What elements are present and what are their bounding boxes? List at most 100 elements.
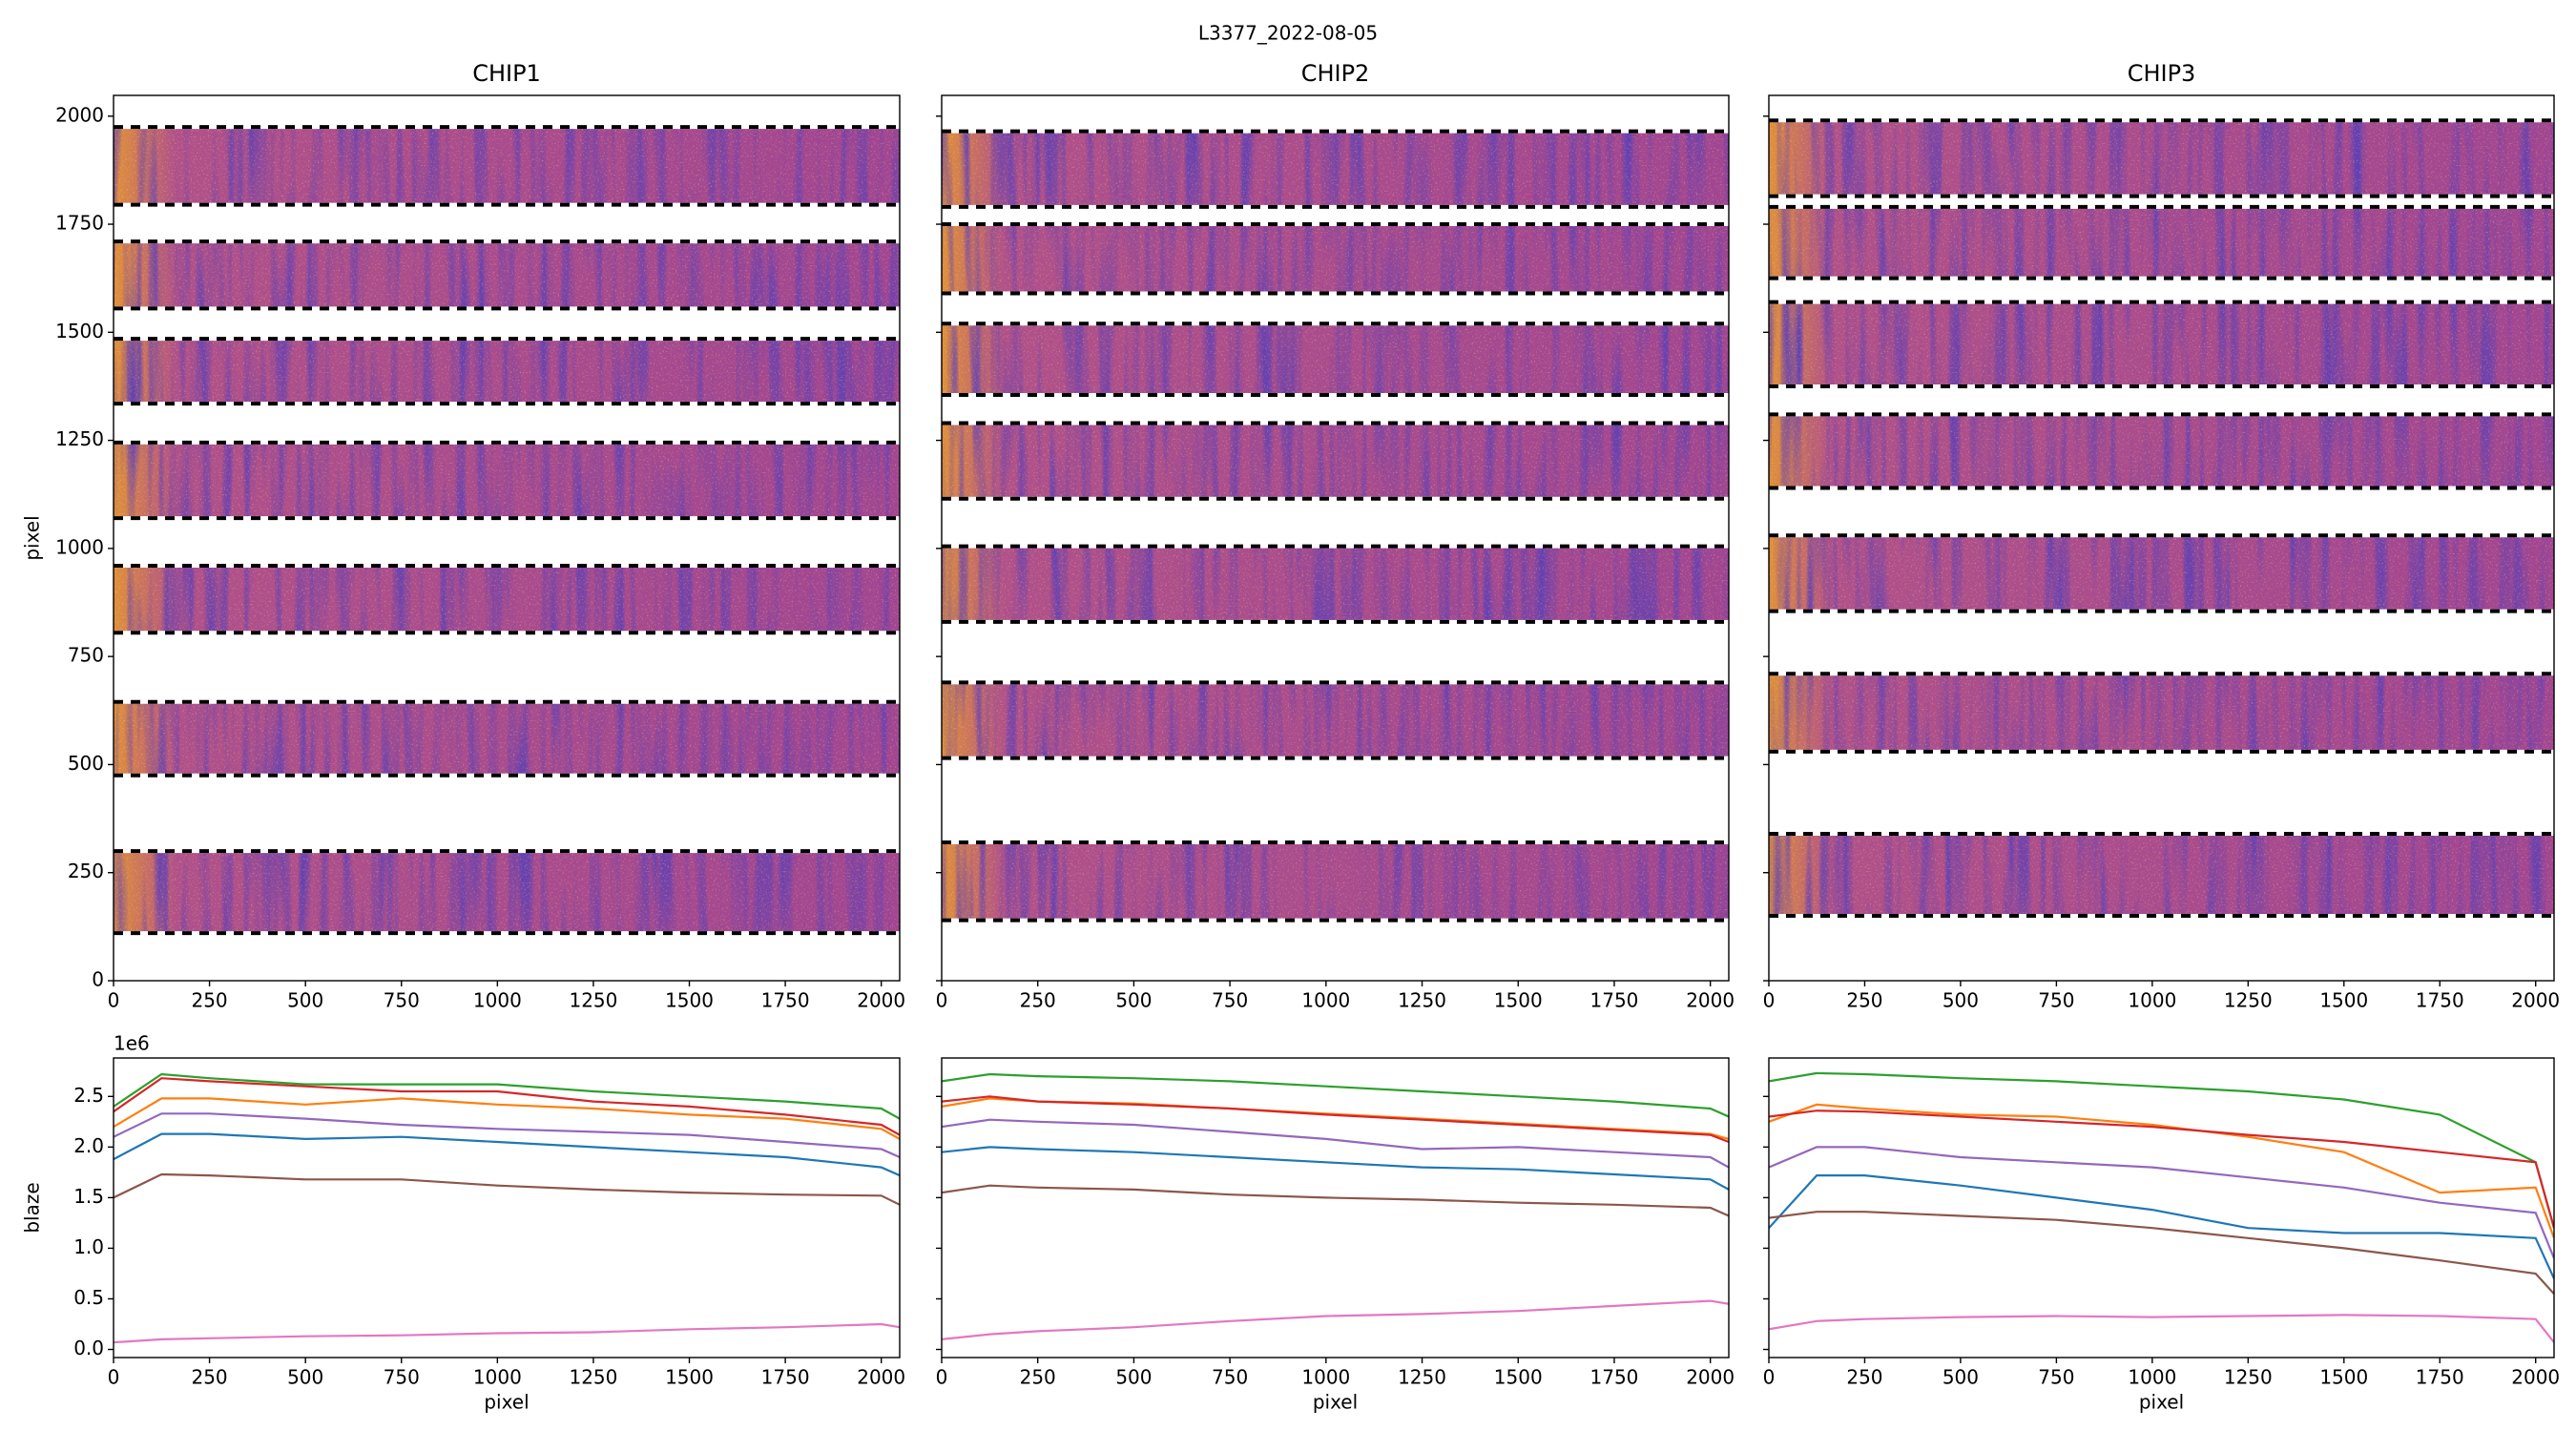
x-tick-label: 1500 xyxy=(2319,989,2368,1012)
order-speckle xyxy=(942,323,1729,396)
plot-area xyxy=(1769,1071,2554,1343)
blaze-line xyxy=(942,1146,1729,1191)
blaze-line xyxy=(1769,1314,2554,1343)
order-speckle xyxy=(114,442,900,519)
plot-area xyxy=(114,1072,900,1344)
order-speckle xyxy=(1769,414,2554,488)
order-speckle xyxy=(114,566,900,633)
order-speckle xyxy=(1769,206,2554,279)
y-tick-label: 1.5 xyxy=(73,1185,104,1208)
x-tick-label: 0 xyxy=(108,1366,120,1389)
x-tick-label: 1500 xyxy=(2319,1366,2368,1389)
x-tick-label: 2000 xyxy=(1686,989,1735,1012)
blaze-line xyxy=(1769,1103,2554,1239)
x-tick-label: 1750 xyxy=(1590,989,1639,1012)
blaze-line xyxy=(114,1322,900,1344)
x-tick-label: 1250 xyxy=(1398,989,1446,1012)
x-tick-label: 1000 xyxy=(473,1366,522,1389)
order-speckle xyxy=(114,701,900,776)
y-axis-label: blaze xyxy=(21,1182,44,1233)
order-speckle xyxy=(1769,301,2554,386)
x-tick-label: 750 xyxy=(2038,1366,2074,1389)
panel-title: CHIP2 xyxy=(1301,60,1370,87)
blaze-line xyxy=(942,1184,1729,1217)
axes-frame xyxy=(941,1057,1730,1358)
axes-frame xyxy=(1768,94,2555,982)
x-tick-label: 750 xyxy=(1212,1366,1248,1389)
plot-area xyxy=(114,125,900,936)
order-speckle xyxy=(114,339,900,404)
x-tick-label: 1000 xyxy=(2128,1366,2176,1389)
x-tick-label: 500 xyxy=(1942,1366,1979,1389)
x-tick-label: 1750 xyxy=(2416,989,2464,1012)
x-tick-label: 2000 xyxy=(857,1366,905,1389)
x-tick-label: 500 xyxy=(287,989,323,1012)
order-speckle xyxy=(1769,535,2554,612)
x-tick-label: 250 xyxy=(1846,989,1882,1012)
x-tick-label: 1000 xyxy=(473,989,522,1012)
blaze-line xyxy=(942,1095,1729,1144)
panel-title: CHIP1 xyxy=(472,60,541,87)
order-speckle xyxy=(942,546,1729,622)
plot-area xyxy=(942,1072,1729,1340)
blaze-line xyxy=(942,1118,1729,1169)
blaze-line xyxy=(942,1299,1729,1340)
x-tick-label: 2000 xyxy=(857,989,905,1012)
x-axis-label: pixel xyxy=(484,1391,529,1414)
x-tick-label: 0 xyxy=(1763,1366,1776,1389)
blaze-line xyxy=(942,1072,1729,1118)
x-tick-label: 250 xyxy=(191,1366,227,1389)
y-tick-label: 0.5 xyxy=(73,1286,104,1309)
y-tick-label: 500 xyxy=(68,752,104,775)
blaze-line xyxy=(114,1112,900,1159)
y-tick-label: 1000 xyxy=(55,535,104,558)
y-tick-label: 0 xyxy=(92,968,104,991)
x-tick-label: 1750 xyxy=(1590,1366,1639,1389)
x-tick-label: 750 xyxy=(384,1366,420,1389)
x-tick-label: 1750 xyxy=(761,989,810,1012)
y-tick-label: 1500 xyxy=(55,320,104,342)
y-tick-label: 1.0 xyxy=(73,1235,104,1258)
x-axis-label: pixel xyxy=(2139,1391,2184,1414)
y-tick-label: 750 xyxy=(68,644,104,667)
x-tick-label: 750 xyxy=(2038,989,2074,1012)
y-tick-label: 0.0 xyxy=(73,1337,104,1359)
order-speckle xyxy=(114,241,900,309)
order-speckle xyxy=(942,423,1729,499)
x-tick-label: 500 xyxy=(1115,1366,1152,1389)
y-tick-label: 2.0 xyxy=(73,1134,104,1157)
x-tick-label: 2000 xyxy=(1686,1366,1735,1389)
offset-label: 1e6 xyxy=(114,1032,150,1055)
blaze-line xyxy=(1769,1110,2554,1229)
x-tick-label: 0 xyxy=(936,989,948,1012)
axes-frame xyxy=(113,1057,901,1358)
x-tick-label: 1750 xyxy=(2416,1366,2464,1389)
x-tick-label: 1000 xyxy=(1301,989,1350,1012)
order-speckle xyxy=(114,127,900,205)
x-tick-label: 1750 xyxy=(761,1366,810,1389)
y-axis-label: pixel xyxy=(21,515,44,560)
blaze-line xyxy=(1769,1071,2554,1229)
x-tick-label: 500 xyxy=(1942,989,1979,1012)
order-speckle xyxy=(942,131,1729,207)
blaze-line xyxy=(114,1097,900,1140)
y-tick-label: 2.5 xyxy=(73,1084,104,1107)
x-tick-label: 250 xyxy=(1020,1366,1056,1389)
y-tick-label: 250 xyxy=(68,860,104,882)
x-tick-label: 500 xyxy=(287,1366,323,1389)
x-tick-label: 250 xyxy=(1846,1366,1882,1389)
x-tick-label: 0 xyxy=(1763,989,1776,1012)
x-tick-label: 1250 xyxy=(569,1366,617,1389)
order-speckle xyxy=(942,842,1729,921)
x-tick-label: 1250 xyxy=(569,989,617,1012)
x-tick-label: 1000 xyxy=(2128,989,2176,1012)
x-tick-label: 1250 xyxy=(1398,1366,1446,1389)
x-tick-label: 500 xyxy=(1115,989,1152,1012)
plot-area xyxy=(942,129,1729,923)
x-tick-label: 1000 xyxy=(1301,1366,1350,1389)
blaze-line xyxy=(114,1077,900,1136)
axes-frame xyxy=(941,94,1730,982)
blaze-line xyxy=(1769,1211,2554,1295)
x-tick-label: 1500 xyxy=(1494,989,1543,1012)
